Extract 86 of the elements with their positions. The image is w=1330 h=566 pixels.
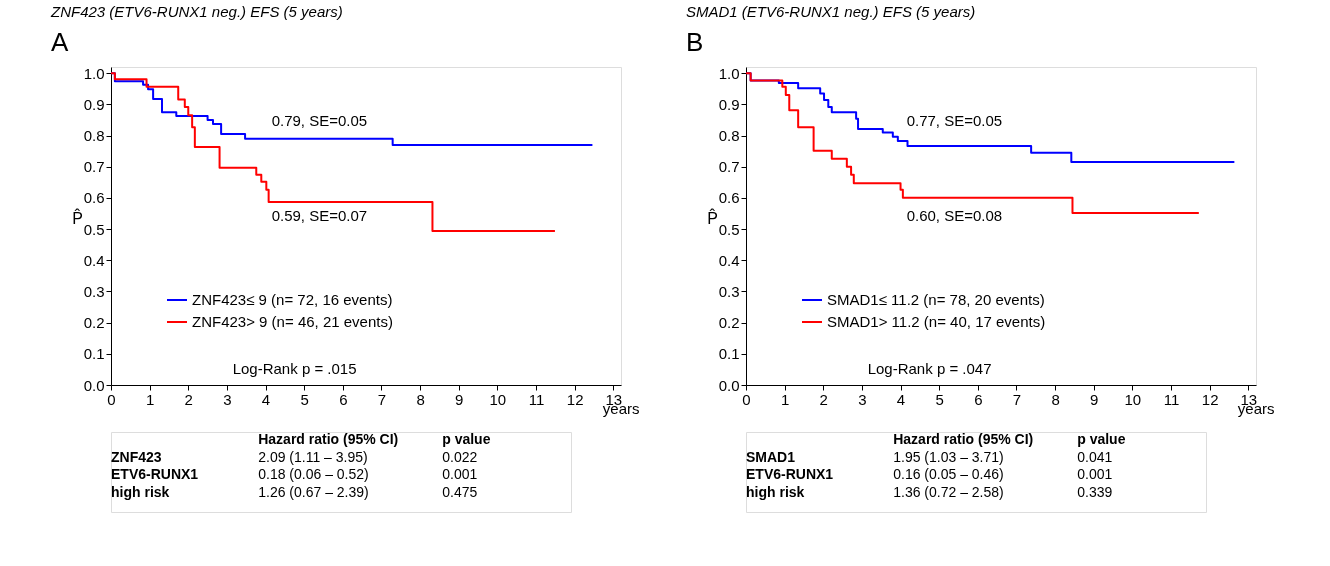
annotation: 0.77, SE=0.05 [906, 112, 1003, 130]
x-tick-label: 4 [261, 390, 271, 408]
x-tick-label: 1 [145, 390, 155, 408]
text: 0.041 [1077, 448, 1113, 465]
text: ETV6-RUNX1 [111, 466, 199, 483]
y-tick-label: 0.6 [83, 189, 105, 207]
x-tick-label: 10 [1124, 390, 1142, 408]
x-tick-label: 9 [455, 390, 464, 408]
text: p value [1077, 431, 1126, 447]
y-tick-label: 0.9 [718, 95, 740, 113]
y-tick-label: 0.3 [718, 282, 740, 300]
text: 0.339 [1077, 483, 1113, 500]
text: 0.475 [442, 483, 478, 500]
x-tick-label: 1 [780, 390, 790, 408]
x-tick-label: 4 [896, 390, 906, 408]
x-tick-label: 2 [184, 390, 193, 408]
x-tick-label: 5 [300, 390, 309, 408]
x-tick-label: 6 [339, 390, 348, 408]
x-tick-label: 3 [223, 390, 232, 408]
text: Hazard ratio (95% CI) [258, 431, 399, 447]
text: high risk [746, 483, 805, 500]
y-tick-label: 0.8 [718, 127, 740, 145]
y-axis-title: P̂ [707, 207, 718, 227]
x-tick-label: 6 [974, 390, 983, 408]
text: Hazard ratio (95% CI) [893, 431, 1034, 447]
text: 0.16 (0.05 – 0.46) [893, 466, 1004, 483]
legend-label: ZNF423≤ 9 (n= 72, 16 events) [192, 291, 393, 308]
x-tick-label: 0 [742, 390, 751, 408]
chart-title: ZNF423 (ETV6-RUNX1 neg.) EFS (5 years) [50, 3, 343, 20]
text: ZNF423 [111, 448, 162, 465]
text: 0.001 [1077, 466, 1113, 483]
text: 1.26 (0.67 – 2.39) [258, 483, 369, 500]
y-axis-title: P̂ [72, 207, 83, 227]
y-tick-label: 0.0 [83, 376, 105, 394]
text: 0.001 [442, 466, 478, 483]
x-tick-label: 11 [528, 390, 545, 408]
x-tick-label: 0 [107, 390, 116, 408]
annotation: 0.59, SE=0.07 [271, 207, 368, 225]
y-tick-label: 0.4 [718, 251, 740, 269]
y-tick-label: 0.4 [83, 251, 105, 269]
x-tick-label: 8 [416, 390, 425, 408]
x-tick-label: 10 [489, 390, 507, 408]
annotation: Log-Rank p = .015 [232, 360, 357, 377]
text: 2.09 (1.11 – 3.95) [258, 448, 368, 465]
y-tick-label: 0.3 [83, 282, 105, 300]
y-tick-label: 1.0 [83, 64, 105, 82]
y-tick-label: 0.1 [718, 345, 740, 363]
legend-label: SMAD1> 11.2 (n= 40, 17 events) [827, 313, 1046, 330]
text: high risk [111, 483, 170, 500]
y-tick-label: 0.7 [718, 158, 740, 176]
legend-label: SMAD1≤ 11.2 (n= 78, 20 events) [827, 291, 1045, 308]
legend-label: ZNF423> 9 (n= 46, 21 events) [192, 313, 393, 330]
chart-title: SMAD1 (ETV6-RUNX1 neg.) EFS (5 years) [686, 3, 976, 20]
y-tick-label: 0.2 [83, 314, 105, 332]
x-tick-label: 11 [1163, 390, 1180, 408]
x-tick-label: 7 [377, 390, 387, 408]
text: p value [442, 431, 491, 447]
annotation: 0.79, SE=0.05 [271, 112, 368, 130]
y-tick-label: 0.0 [718, 376, 740, 394]
text: A [51, 27, 69, 57]
y-tick-label: 0.8 [83, 127, 105, 145]
x-tick-label: 8 [1051, 390, 1060, 408]
y-tick-label: 0.6 [718, 189, 740, 207]
y-tick-label: 0.2 [718, 314, 740, 332]
x-tick-label: 2 [819, 390, 828, 408]
y-tick-label: 0.9 [83, 95, 105, 113]
annotation: 0.60, SE=0.08 [906, 207, 1003, 225]
x-tick-label: 7 [1012, 390, 1022, 408]
text: 1.95 (1.03 – 3.71) [893, 448, 1004, 465]
x-tick-label: 3 [858, 390, 867, 408]
text: SMAD1 [746, 448, 796, 465]
y-tick-label: 0.1 [83, 345, 105, 363]
annotation: Log-Rank p = .047 [867, 360, 992, 377]
text: 1.36 (0.72 – 2.58) [893, 483, 1004, 500]
text: 0.18 (0.06 – 0.52) [258, 466, 369, 483]
x-tick-label: 9 [1090, 390, 1099, 408]
x-tick-label: 5 [935, 390, 944, 408]
text: B [686, 27, 704, 57]
y-tick-label: 0.7 [83, 158, 105, 176]
y-tick-label: 0.5 [718, 220, 740, 238]
text: ETV6-RUNX1 [746, 466, 834, 483]
x-tick-label: 12 [1201, 390, 1219, 408]
y-tick-label: 0.5 [83, 220, 105, 238]
x-tick-label: 12 [566, 390, 584, 408]
text: 0.022 [442, 448, 478, 465]
y-tick-label: 1.0 [718, 64, 740, 82]
